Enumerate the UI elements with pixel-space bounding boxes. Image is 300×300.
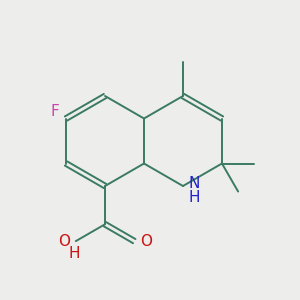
Text: H: H — [69, 246, 80, 261]
Text: H: H — [188, 190, 200, 205]
Text: F: F — [50, 104, 59, 119]
Text: O: O — [58, 234, 70, 249]
Text: N: N — [188, 176, 200, 191]
Text: O: O — [140, 234, 152, 249]
